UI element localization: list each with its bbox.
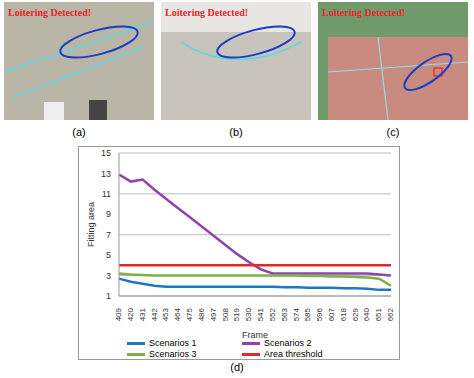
svg-text:420: 420 <box>126 307 135 321</box>
html-text:Scenarios 2: Scenarios 2 <box>264 338 312 348</box>
html-text:Area threshold: Area threshold <box>264 349 323 359</box>
svg-text:Loitering Detected!: Loitering Detected! <box>322 7 405 18</box>
svg-text:Fitting area: Fitting area <box>86 202 96 247</box>
svg-text:640: 640 <box>362 307 371 321</box>
svg-text:486: 486 <box>197 307 206 321</box>
svg-text:Loitering Detected!: Loitering Detected! <box>165 7 248 18</box>
svg-text:464: 464 <box>173 307 182 321</box>
svg-text:563: 563 <box>280 307 289 321</box>
svg-text:519: 519 <box>232 307 241 321</box>
svg-text:7: 7 <box>106 230 111 240</box>
svg-text:453: 453 <box>161 307 170 321</box>
html-text:(a): (a) <box>72 126 86 138</box>
svg-text:3: 3 <box>106 271 111 281</box>
html-text:Scenarios 3: Scenarios 3 <box>149 349 197 359</box>
svg-text:552: 552 <box>268 307 277 321</box>
html-text:Scenarios 1: Scenarios 1 <box>149 338 197 348</box>
svg-text:585: 585 <box>303 307 312 321</box>
html-text:(b): (b) <box>229 126 243 138</box>
svg-text:409: 409 <box>114 307 123 321</box>
svg-text:651: 651 <box>374 307 383 321</box>
html-text:(d): (d) <box>230 361 244 373</box>
svg-text:475: 475 <box>185 307 194 321</box>
svg-text:497: 497 <box>209 307 218 321</box>
svg-text:541: 541 <box>256 307 265 321</box>
svg-text:508: 508 <box>221 307 230 321</box>
svg-text:530: 530 <box>244 307 253 321</box>
svg-text:607: 607 <box>327 307 336 321</box>
svg-text:596: 596 <box>315 307 324 321</box>
svg-text:431: 431 <box>138 307 147 321</box>
svg-text:1: 1 <box>106 291 111 301</box>
svg-text:629: 629 <box>351 307 360 321</box>
svg-text:574: 574 <box>292 307 301 321</box>
svg-text:5: 5 <box>106 250 111 260</box>
svg-text:15: 15 <box>101 148 111 158</box>
svg-text:13: 13 <box>101 169 111 179</box>
svg-text:618: 618 <box>339 307 348 321</box>
svg-text:662: 662 <box>386 307 395 321</box>
svg-text:442: 442 <box>150 307 159 321</box>
svg-text:Loitering Detected!: Loitering Detected! <box>8 7 91 18</box>
html-text:(c): (c) <box>386 126 400 138</box>
svg-text:9: 9 <box>106 209 111 219</box>
svg-text:Frame: Frame <box>242 330 268 340</box>
svg-text:11: 11 <box>102 189 111 199</box>
